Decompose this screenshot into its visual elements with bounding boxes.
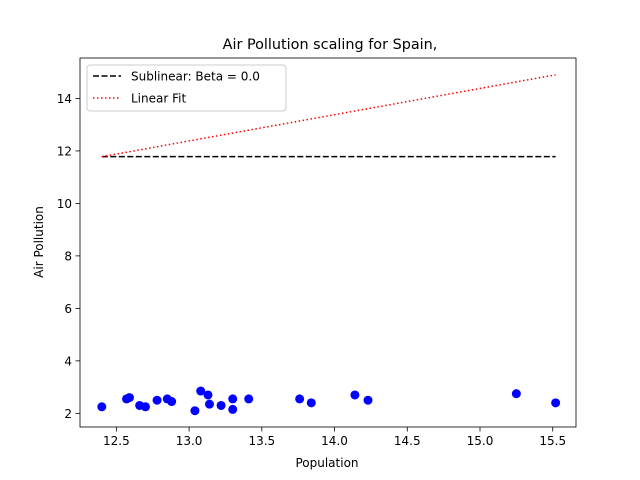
legend-label-2: Linear Fit <box>131 92 186 106</box>
x-tick-label: 13.5 <box>248 434 275 448</box>
plot-area <box>97 74 561 416</box>
x-tick-label: 14.0 <box>321 434 348 448</box>
data-point <box>190 406 200 416</box>
data-point <box>350 390 360 400</box>
data-point <box>203 390 213 400</box>
data-point <box>216 400 226 410</box>
y-tick-label: 8 <box>64 249 72 263</box>
y-axis-label: Air Pollution <box>32 206 46 278</box>
x-tick-label: 13.0 <box>176 434 203 448</box>
data-point <box>204 399 214 409</box>
data-point <box>551 398 561 408</box>
legend-box <box>86 64 287 112</box>
y-tick-label: 14 <box>57 92 72 106</box>
data-point <box>295 394 305 404</box>
y-tick-label: 4 <box>64 354 72 368</box>
data-point <box>511 389 521 399</box>
y-tick-label: 2 <box>64 407 72 421</box>
data-point <box>140 402 150 412</box>
data-point <box>167 397 177 407</box>
x-tick-label: 15.0 <box>467 434 494 448</box>
series-line-2 <box>101 74 556 158</box>
data-point <box>306 398 316 408</box>
data-point <box>244 394 254 404</box>
legend-label-1: Sublinear: Beta = 0.0 <box>131 70 260 84</box>
data-point <box>124 393 134 403</box>
axes: 12.5 13.0 13.5 14.0 14.5 15.0 15.5 2 4 6 8 10 12 14 <box>57 57 577 448</box>
data-point <box>152 395 162 405</box>
data-point <box>228 404 238 414</box>
y-tick-label: 10 <box>57 197 72 211</box>
data-point <box>97 402 107 412</box>
x-tick-label: 14.5 <box>394 434 421 448</box>
legend: Sublinear: Beta = 0.0 Linear Fit <box>86 64 287 112</box>
data-point <box>196 386 206 396</box>
x-axis-label: Population <box>295 456 358 470</box>
data-point <box>363 395 373 405</box>
axes-frame <box>79 57 577 428</box>
y-tick-label: 12 <box>57 144 72 158</box>
data-point <box>228 394 238 404</box>
x-tick-label: 12.5 <box>103 434 130 448</box>
y-tick-label: 6 <box>64 302 72 316</box>
chart-title: Air Pollution scaling for Spain, <box>223 37 438 53</box>
x-tick-label: 15.5 <box>539 434 566 448</box>
